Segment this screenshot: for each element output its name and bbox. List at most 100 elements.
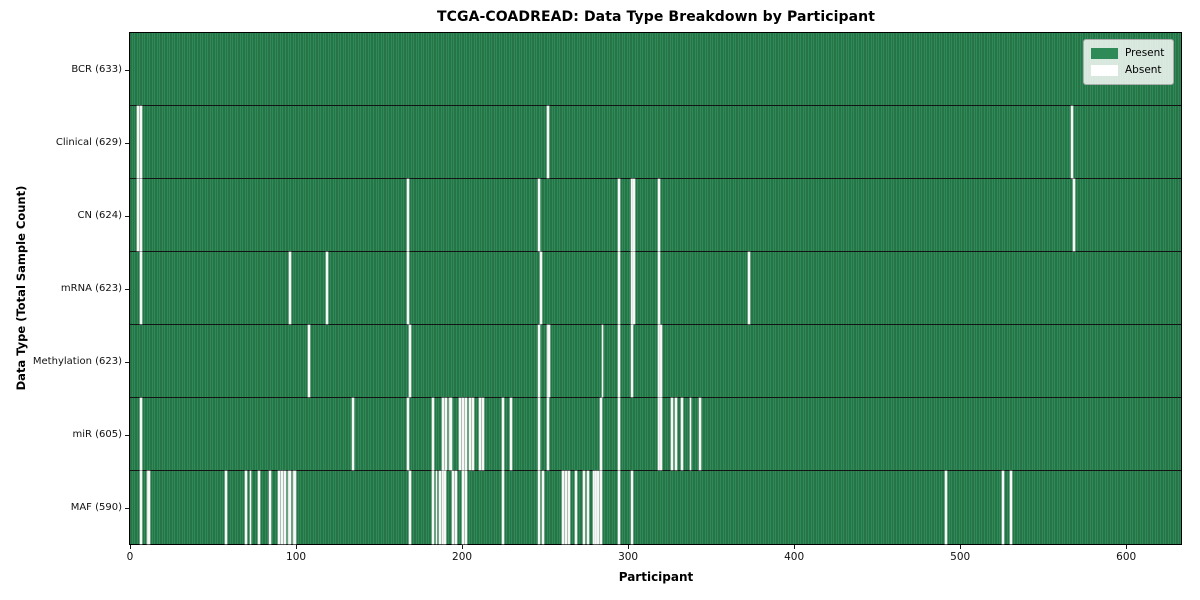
x-tick-label: 100 — [286, 551, 307, 563]
absent-mark — [443, 471, 446, 544]
absent-mark — [139, 106, 142, 178]
absent-mark — [631, 252, 634, 324]
legend-swatch-present — [1091, 48, 1118, 59]
absent-mark — [407, 179, 410, 251]
heatmap-row-bcr — [130, 33, 1181, 106]
absent-mark — [618, 325, 621, 397]
x-tick-mark — [462, 545, 464, 549]
absent-mark — [462, 398, 465, 470]
y-tick-label-bcr: BCR (633) — [71, 64, 122, 75]
absent-mark — [465, 398, 468, 470]
absent-mark — [659, 325, 662, 397]
absent-mark — [546, 106, 549, 178]
y-tick-mark — [125, 69, 129, 71]
absent-mark — [633, 252, 636, 324]
absent-mark — [657, 325, 660, 397]
absent-mark — [352, 398, 355, 470]
y-tick-mark — [125, 215, 129, 217]
absent-mark — [458, 398, 461, 470]
absent-mark — [601, 325, 604, 397]
absent-mark — [699, 398, 702, 470]
legend-entry-present: Present — [1091, 45, 1164, 62]
x-tick-label: 0 — [126, 551, 134, 563]
absent-mark — [674, 398, 677, 470]
absent-mark — [281, 471, 284, 544]
absent-mark — [659, 398, 662, 470]
absent-mark — [618, 252, 621, 324]
y-tick-label-maf: MAF (590) — [70, 502, 122, 513]
absent-mark — [408, 325, 411, 397]
x-tick-mark — [960, 545, 962, 549]
x-tick-label: 600 — [1116, 551, 1137, 563]
absent-mark — [633, 179, 636, 251]
absent-mark — [289, 471, 292, 544]
absent-mark — [277, 471, 280, 544]
y-tick-label-clinical: Clinical (629) — [55, 137, 122, 148]
legend-swatch-absent — [1091, 65, 1118, 76]
absent-mark — [538, 325, 541, 397]
absent-mark — [448, 398, 451, 470]
absent-mark — [450, 398, 453, 470]
absent-mark — [468, 398, 471, 470]
absent-mark — [442, 398, 445, 470]
absent-mark — [284, 471, 287, 544]
legend-entry-absent: Absent — [1091, 62, 1164, 79]
legend: Present Absent — [1083, 39, 1175, 85]
absent-mark — [538, 179, 541, 251]
absent-mark — [618, 179, 621, 251]
absent-mark — [465, 471, 468, 544]
absent-mark — [593, 471, 596, 544]
absent-mark — [445, 398, 448, 470]
x-tick-mark — [1126, 545, 1128, 549]
absent-mark — [481, 398, 484, 470]
y-tick-mark — [125, 142, 129, 144]
absent-mark — [657, 398, 660, 470]
absent-mark — [249, 471, 252, 544]
absent-mark — [568, 471, 571, 544]
absent-mark — [574, 471, 577, 544]
x-tick-label: 400 — [784, 551, 805, 563]
absent-mark — [561, 471, 564, 544]
absent-mark — [594, 471, 597, 544]
absent-mark — [747, 252, 750, 324]
absent-mark — [139, 471, 142, 544]
absent-mark — [501, 398, 504, 470]
absent-mark — [442, 471, 445, 544]
absent-mark — [548, 325, 551, 397]
y-tick-label-mrna: mRNA (623) — [60, 283, 122, 294]
absent-mark — [146, 471, 149, 544]
x-tick-label: 200 — [452, 551, 473, 563]
absent-mark — [289, 252, 292, 324]
x-tick-mark — [628, 545, 630, 549]
absent-mark — [148, 471, 151, 544]
absent-mark — [294, 471, 297, 544]
legend-label: Absent — [1125, 64, 1162, 76]
y-tick-mark — [125, 361, 129, 363]
x-tick-mark — [794, 545, 796, 549]
absent-mark — [583, 471, 586, 544]
absent-mark — [136, 179, 139, 251]
absent-mark — [136, 106, 139, 178]
x-tick-mark — [130, 545, 131, 549]
absent-mark — [618, 471, 621, 544]
absent-mark — [599, 398, 602, 470]
x-tick-mark — [296, 545, 298, 549]
absent-mark — [631, 471, 634, 544]
absent-mark — [452, 471, 455, 544]
absent-mark — [546, 398, 549, 470]
absent-mark — [257, 471, 260, 544]
absent-mark — [462, 471, 465, 544]
absent-mark — [432, 398, 435, 470]
absent-mark — [945, 471, 948, 544]
absent-mark — [224, 471, 227, 544]
absent-mark — [631, 325, 634, 397]
absent-mark — [287, 471, 290, 544]
heatmap-row-mir — [130, 398, 1181, 471]
y-tick-label-mir: miR (605) — [72, 429, 122, 440]
absent-mark — [455, 471, 458, 544]
absent-mark — [269, 471, 272, 544]
absent-mark — [432, 471, 435, 544]
chart-title: TCGA-COADREAD: Data Type Breakdown by Pa… — [436, 9, 876, 25]
absent-mark — [325, 252, 328, 324]
absent-mark — [538, 398, 541, 470]
